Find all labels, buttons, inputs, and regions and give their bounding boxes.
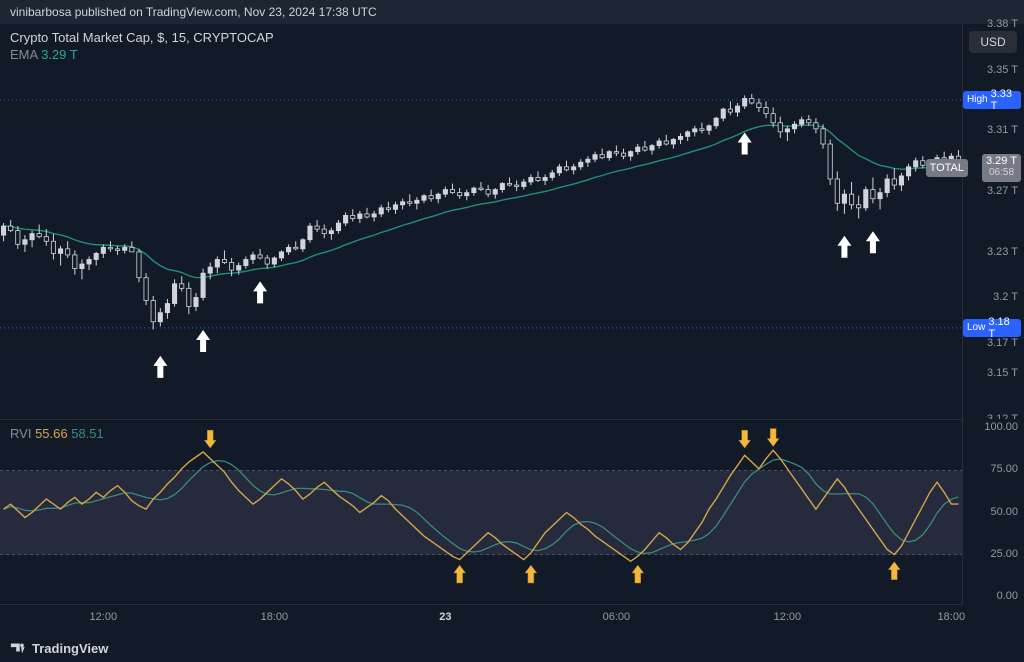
footer: TradingView bbox=[0, 634, 1024, 662]
rvi-y-axis: 0.00 25.00 50.00 75.00 100.00 bbox=[962, 419, 1024, 604]
rvi-value-2: 58.51 bbox=[71, 426, 104, 441]
time-axis: 12:0018:002306:0012:0018:00 bbox=[0, 604, 962, 634]
rvi-y-tick: 50.00 bbox=[990, 506, 1018, 518]
arrow-up-white-icon bbox=[253, 281, 267, 303]
price-marker-total: 3.29 T06:58 bbox=[982, 154, 1021, 182]
y-tick: 3.15 T bbox=[987, 367, 1018, 379]
ema-value: 3.29 T bbox=[41, 47, 78, 62]
y-tick: 3.2 T bbox=[993, 291, 1018, 303]
price-chart-svg bbox=[0, 24, 962, 419]
time-tick: 06:00 bbox=[603, 611, 631, 623]
time-tick: 23 bbox=[439, 611, 451, 623]
y-tick: 3.23 T bbox=[987, 246, 1018, 258]
arrow-up-yellow-icon bbox=[454, 565, 466, 583]
time-tick: 12:00 bbox=[774, 611, 802, 623]
arrow-down-yellow-icon bbox=[739, 430, 751, 448]
price-marker-high: High3.33 T bbox=[963, 91, 1021, 109]
arrow-up-yellow-icon bbox=[632, 565, 644, 583]
rvi-label: RVI bbox=[10, 426, 31, 441]
rvi-y-tick: 75.00 bbox=[990, 463, 1018, 475]
rvi-panel[interactable]: RVI 55.66 58.51 bbox=[0, 419, 962, 604]
price-marker-total-label: TOTAL bbox=[926, 159, 968, 177]
main-y-axis: USD 3.12 T3.15 T3.17 T3.2 T3.23 T3.27 T3… bbox=[962, 24, 1024, 419]
price-marker-low: Low3.18 T bbox=[963, 319, 1021, 337]
arrow-up-white-icon bbox=[738, 133, 752, 155]
symbol-line: Crypto Total Market Cap, $, 15, CRYPTOCA… bbox=[10, 30, 274, 45]
y-tick: 3.35 T bbox=[987, 64, 1018, 76]
arrow-up-white-icon bbox=[866, 231, 880, 253]
main-price-panel[interactable]: Crypto Total Market Cap, $, 15, CRYPTOCA… bbox=[0, 24, 962, 419]
rvi-y-tick: 100.00 bbox=[984, 421, 1018, 433]
arrow-up-white-icon bbox=[153, 356, 167, 378]
tradingview-logo-icon bbox=[10, 640, 26, 656]
y-tick: 3.27 T bbox=[987, 185, 1018, 197]
y-tick: 3.38 T bbox=[987, 18, 1018, 30]
rvi-y-tick: 0.00 bbox=[997, 590, 1018, 602]
publish-text: vinibarbosa published on TradingView.com… bbox=[10, 5, 377, 19]
footer-text: TradingView bbox=[32, 641, 108, 656]
currency-button[interactable]: USD bbox=[969, 31, 1017, 53]
arrow-up-yellow-icon bbox=[525, 565, 537, 583]
rvi-value-1: 55.66 bbox=[35, 426, 68, 441]
time-tick: 18:00 bbox=[261, 611, 289, 623]
y-tick: 3.31 T bbox=[987, 124, 1018, 136]
arrow-down-yellow-icon bbox=[767, 429, 779, 447]
rvi-legend: RVI 55.66 58.51 bbox=[10, 426, 104, 441]
time-tick: 18:00 bbox=[938, 611, 966, 623]
rvi-chart-svg bbox=[0, 420, 962, 604]
time-tick: 12:00 bbox=[90, 611, 118, 623]
arrow-up-white-icon bbox=[196, 330, 210, 352]
ema-label: EMA bbox=[10, 47, 37, 62]
chart-container: Crypto Total Market Cap, $, 15, CRYPTOCA… bbox=[0, 24, 1024, 662]
main-legend: Crypto Total Market Cap, $, 15, CRYPTOCA… bbox=[10, 30, 274, 62]
arrow-up-yellow-icon bbox=[888, 562, 900, 580]
rvi-y-tick: 25.00 bbox=[990, 548, 1018, 560]
arrow-up-white-icon bbox=[837, 236, 851, 258]
publish-bar: vinibarbosa published on TradingView.com… bbox=[0, 0, 1024, 24]
arrow-down-yellow-icon bbox=[204, 430, 216, 448]
